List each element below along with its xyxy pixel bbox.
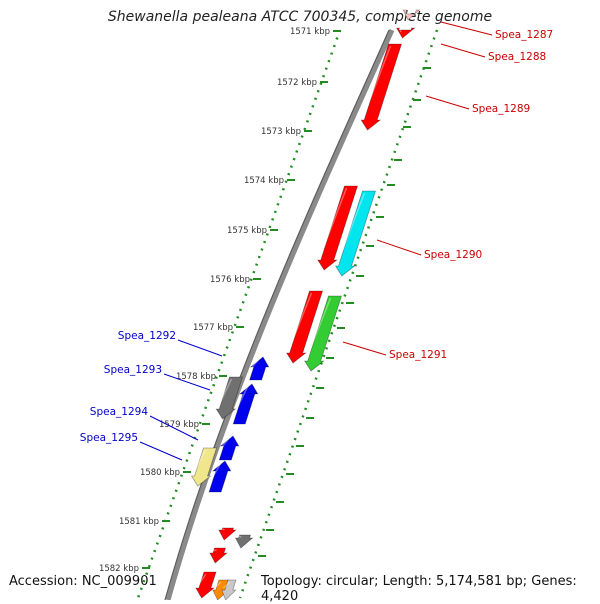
kbp-tick-label: 1574 kbp [244, 176, 284, 186]
gene-spea-1290[interactable] [317, 185, 359, 271]
label-leader-line [440, 43, 486, 58]
kbp-tick-label: 1572 kbp [277, 78, 317, 88]
gene-spea-1291b[interactable] [303, 295, 343, 372]
kbp-tick-label: 1577 kbp [193, 323, 233, 333]
label-leader-line [440, 21, 493, 36]
gene-spea-1287[interactable] [395, 25, 416, 39]
gene-label-spea-1287[interactable]: Spea_1287 [495, 29, 553, 41]
gene-label-spea-1290[interactable]: Spea_1290 [424, 249, 482, 261]
gene-spea-1295b[interactable] [190, 447, 218, 487]
gene-spea-1294[interactable] [218, 435, 240, 461]
gene-small-2[interactable] [234, 534, 254, 549]
label-leader-line [149, 415, 199, 441]
gene-spea-1293[interactable] [232, 383, 259, 425]
gene-spea-1295[interactable] [208, 460, 232, 493]
genome-backbone [165, 28, 395, 600]
gene-small-1[interactable] [218, 527, 237, 541]
gene-small-6[interactable] [221, 579, 237, 600]
gene-spea-1293b[interactable] [215, 376, 244, 420]
gene-spea-1290b[interactable] [334, 190, 377, 277]
gene-label-spea-1289[interactable]: Spea_1289 [472, 103, 530, 115]
label-leader-line [376, 239, 422, 256]
gene-spea-1291[interactable] [285, 290, 324, 364]
label-leader-line [177, 339, 223, 357]
gene-small-3[interactable] [209, 547, 228, 564]
gene-label-spea-1291[interactable]: Spea_1291 [389, 349, 447, 361]
accession-text: Accession: NC_009901 [9, 574, 157, 589]
gene-label-spea-1295[interactable]: Spea_1295 [80, 432, 138, 444]
gene-spea-1289[interactable] [360, 43, 403, 131]
map-title: Shewanella pealeana ATCC 700345, complet… [107, 9, 493, 25]
gene-small-4[interactable] [195, 571, 217, 599]
kbp-tick-label: 1579 kbp [159, 420, 199, 430]
kbp-tick-label: 1575 kbp [227, 226, 267, 236]
gene-label-spea-1294[interactable]: Spea_1294 [90, 406, 149, 418]
kbp-tick-label: 1571 kbp [290, 27, 330, 37]
gene-label-spea-1293[interactable]: Spea_1293 [104, 364, 162, 376]
kbp-tick-label: 1582 kbp [99, 564, 139, 574]
kbp-tick-label: 1573 kbp [261, 127, 301, 137]
kbp-tick-label: 1580 kbp [140, 468, 180, 478]
gene-label-spea-1292[interactable]: Spea_1292 [118, 330, 176, 342]
gene-label-spea-1288[interactable]: Spea_1288 [488, 51, 546, 63]
kbp-tick-label: 1578 kbp [176, 372, 216, 382]
gene-pink[interactable] [402, 7, 421, 21]
kbp-tick-label: 1576 kbp [210, 275, 250, 285]
label-leader-line [342, 341, 387, 356]
label-leader-line [139, 441, 183, 461]
label-leader-line [163, 373, 211, 391]
gene-spea-1292[interactable] [249, 356, 270, 381]
label-leader-line [425, 95, 470, 110]
kbp-tick-label: 1581 kbp [119, 517, 159, 527]
